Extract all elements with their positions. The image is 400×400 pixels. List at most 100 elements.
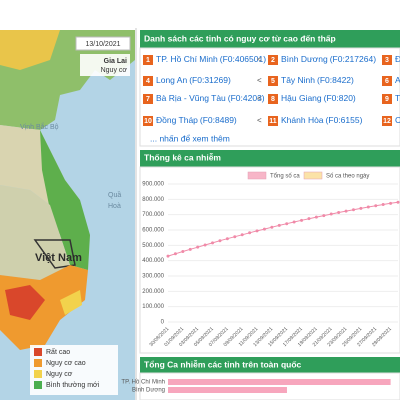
province-link[interactable]: Hậu Giang (F0:820) xyxy=(281,93,356,103)
legend-swatch xyxy=(34,381,42,389)
province-name[interactable]: Đ xyxy=(395,54,400,64)
rank: 4 xyxy=(146,78,150,85)
rank: 8 xyxy=(271,96,275,103)
rank: 5 xyxy=(271,78,275,85)
province-f0[interactable]: (F0:820) xyxy=(324,93,356,103)
province-name[interactable]: Bà Rịa - Vũng Tàu xyxy=(156,93,226,103)
province-f0[interactable]: (F0:8489) xyxy=(200,115,237,125)
province-name[interactable]: Long An xyxy=(156,75,187,85)
share-icon: < xyxy=(257,94,262,103)
data-point xyxy=(322,214,326,218)
region xyxy=(0,30,60,70)
tooltip xyxy=(80,54,130,76)
data-point xyxy=(359,206,363,210)
data-point xyxy=(381,203,385,207)
rank: 9 xyxy=(385,96,389,103)
rank-badge xyxy=(268,94,278,104)
legend-label: Nguy cơ xyxy=(46,371,73,378)
y-tick-label: 0 xyxy=(161,320,165,326)
rank-badge xyxy=(268,55,278,65)
data-point xyxy=(203,243,207,247)
data-point xyxy=(351,208,355,212)
divider xyxy=(135,28,137,400)
rank-badge xyxy=(382,116,392,126)
province-link[interactable]: Cà xyxy=(395,115,400,125)
y-tick-label: 600.000 xyxy=(142,228,164,234)
province-link[interactable]: Đồng Tháp (F0:8489) xyxy=(156,115,237,125)
legend-swatch xyxy=(34,370,42,378)
data-point xyxy=(307,217,311,221)
rank-badge xyxy=(143,55,153,65)
province-name[interactable]: Tây Ninh xyxy=(281,75,315,85)
bar xyxy=(168,379,391,385)
more-link[interactable]: ... nhấn để xem thêm xyxy=(150,133,230,143)
rank-badge xyxy=(143,76,153,86)
date-box xyxy=(75,36,131,51)
legend-label: Nguy cơ cao xyxy=(46,360,86,367)
panel-header xyxy=(140,357,400,373)
province-f0[interactable]: (F0:406501) xyxy=(220,54,266,64)
y-tick-label: 200.000 xyxy=(142,289,164,295)
land-cambodia xyxy=(0,185,70,280)
data-point xyxy=(344,209,348,213)
province-name[interactable]: Cà xyxy=(395,115,400,125)
legend-swatch xyxy=(34,348,42,356)
line-chart: Tổng số ca Số ca theo ngày 0 100.000 200.000… xyxy=(142,171,400,348)
rank: 1 xyxy=(146,57,150,64)
rank: 7 xyxy=(146,96,150,103)
province-f0[interactable]: (F0:6155) xyxy=(326,115,363,125)
province-link[interactable]: Bình Dương (F0:217264) xyxy=(281,54,376,64)
map-label: Hoà xyxy=(108,203,121,210)
legend-swatch xyxy=(247,171,267,180)
province-link[interactable]: Đ xyxy=(395,54,400,64)
y-tick-label: 700.000 xyxy=(142,212,164,218)
province-f0[interactable]: (F0:4203) xyxy=(228,93,265,103)
data-point xyxy=(240,233,244,237)
rank-badge xyxy=(382,55,392,65)
legend-swatch xyxy=(34,359,42,367)
province-link[interactable]: Long An (F0:31269) xyxy=(156,75,231,85)
province-link[interactable]: Bà Rịa - Vũng Tàu (F0:4203) xyxy=(156,93,265,103)
province-name[interactable]: Bình Dương xyxy=(281,54,328,64)
province-link[interactable]: Tây Ninh (F0:8422) xyxy=(281,75,354,85)
y-tick-label: 900.000 xyxy=(142,182,164,188)
data-point xyxy=(188,247,192,251)
tooltip-title: Gia Lai xyxy=(104,58,127,65)
data-point xyxy=(329,212,333,216)
province-link[interactable]: TP. Hồ Chí Minh (F0:406501) xyxy=(156,54,266,64)
rank-badge xyxy=(268,76,278,86)
map-label: Việt Nam xyxy=(35,252,82,264)
province-name[interactable]: TP. Hồ Chí Minh xyxy=(156,54,218,64)
province-name[interactable]: Đồng Tháp xyxy=(156,115,198,125)
land-central xyxy=(40,130,90,270)
province-label: TP. Hồ Chí Minh xyxy=(121,380,165,386)
province-chart: TP. Hồ Chí Minh Bình Dương xyxy=(121,379,391,394)
data-point xyxy=(255,229,259,233)
rank-badge xyxy=(143,94,153,104)
province-panel xyxy=(139,372,400,400)
legend-label: Số ca theo ngày xyxy=(326,174,369,180)
panel-header xyxy=(140,150,400,167)
data-point xyxy=(292,220,296,224)
rank: 6 xyxy=(385,78,389,85)
province-f0[interactable]: (F0:8422) xyxy=(317,75,354,85)
province-name[interactable]: An xyxy=(395,75,400,85)
data-point xyxy=(300,218,304,222)
province-link[interactable]: Khánh Hòa (F0:6155) xyxy=(281,115,363,125)
data-point xyxy=(225,237,229,241)
province-link[interactable]: Ti xyxy=(395,93,400,103)
province-link[interactable]: An xyxy=(395,75,400,85)
legend-items: Rất cao Nguy cơ cao Nguy cơ Bình thường mới xyxy=(34,347,100,389)
map-label: Vịnh Bắc Bộ xyxy=(20,122,59,131)
land-risk xyxy=(60,290,82,315)
rank: 3 xyxy=(385,57,389,64)
province-name[interactable]: Ti xyxy=(395,93,400,103)
province-name[interactable]: Khánh Hòa xyxy=(281,115,324,125)
legend-label: Bình thường mới xyxy=(46,382,100,389)
legend-label: Rất cao xyxy=(46,347,70,356)
province-f0[interactable]: (F0:31269) xyxy=(189,75,231,85)
province-name[interactable]: Hậu Giang xyxy=(281,93,322,103)
map-date: 13/10/2021 xyxy=(85,41,120,48)
map: 13/10/2021 Gia Lai Nguy cơ Vịnh Bắc Bộ V… xyxy=(0,30,135,400)
province-f0[interactable]: (F0:217264) xyxy=(330,54,376,64)
